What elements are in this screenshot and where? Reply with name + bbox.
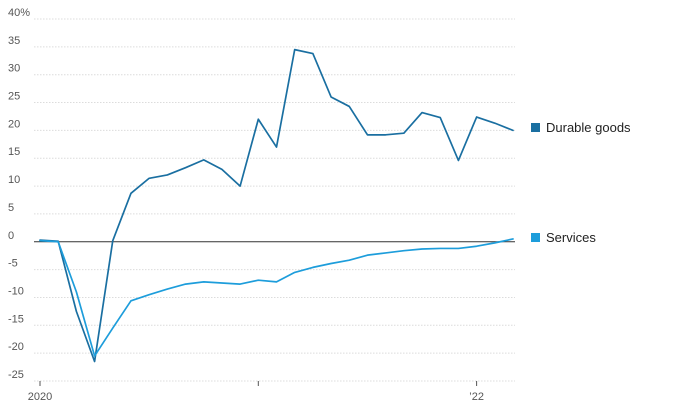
gridlines (34, 18, 515, 382)
x-tick-label: ’22 (469, 391, 484, 403)
y-tick-label: -5 (8, 258, 18, 270)
x-axis-ticks: 2020 ’22 (28, 381, 484, 403)
y-tick-label: 40% (8, 7, 30, 19)
y-tick-label: -10 (8, 285, 24, 297)
y-tick-label: 15 (8, 146, 20, 158)
series-line-durable-goods (39, 48, 514, 363)
y-tick-label: 5 (8, 202, 14, 214)
y-tick-label: 35 (8, 35, 20, 47)
y-tick-label: 0 (8, 230, 14, 242)
y-tick-label: -25 (8, 369, 24, 381)
y-tick-label: -15 (8, 313, 24, 325)
series-lines (39, 48, 514, 363)
y-tick-label: -20 (8, 341, 24, 353)
x-tick-label: 2020 (28, 391, 52, 403)
legend-swatch (531, 233, 540, 242)
y-tick-label: 30 (8, 63, 20, 75)
series-line-services (39, 238, 514, 357)
legend: Durable goods Services (531, 120, 631, 245)
legend-label: Durable goods (546, 120, 631, 135)
y-tick-label: 10 (8, 174, 20, 186)
y-axis-ticks: 40% 35 30 25 20 15 10 5 0 -5 -10 -15 -20 -25 (8, 7, 30, 381)
legend-label: Services (546, 230, 596, 245)
legend-swatch (531, 123, 540, 132)
y-tick-label: 20 (8, 118, 20, 130)
y-tick-label: 25 (8, 91, 20, 103)
